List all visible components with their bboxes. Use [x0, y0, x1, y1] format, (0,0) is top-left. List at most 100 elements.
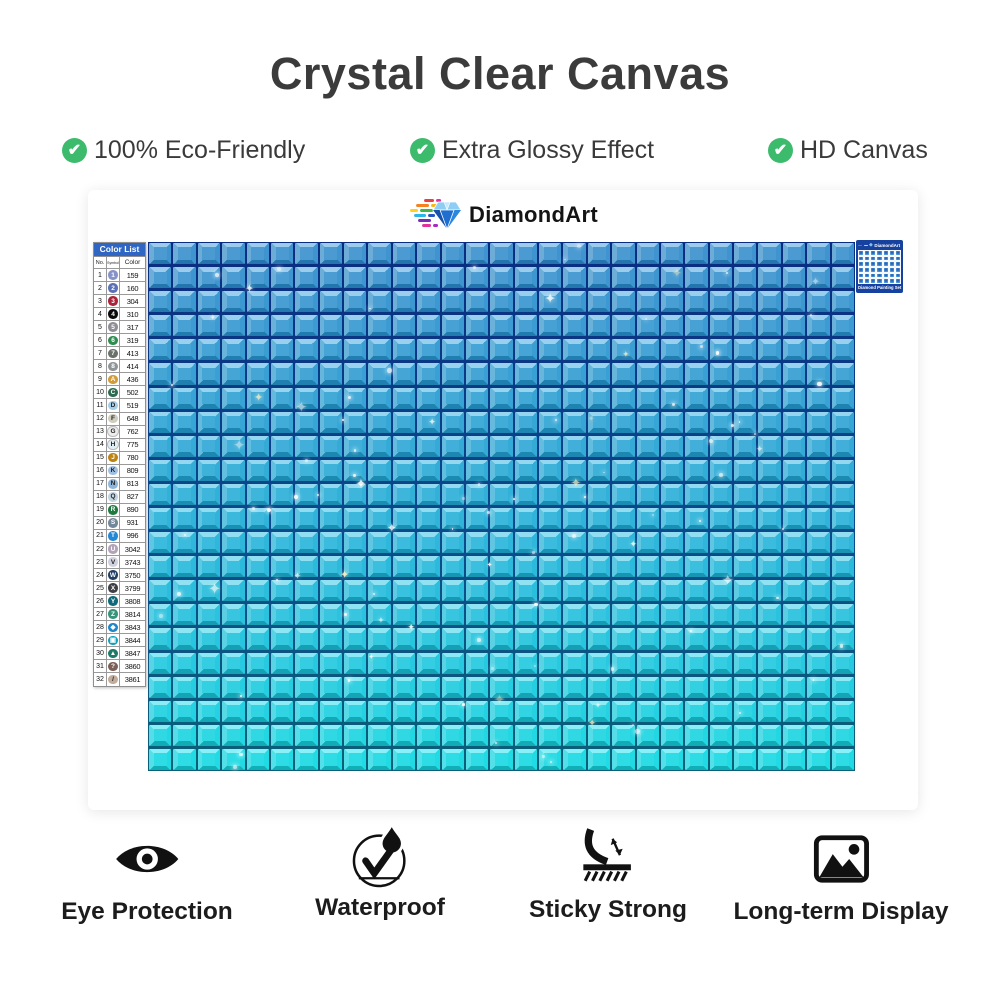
canvas-tile — [197, 748, 221, 770]
canvas-tile — [441, 556, 464, 578]
canvas-tile — [587, 411, 611, 433]
canvas-tile — [514, 363, 538, 385]
canvas-tile — [734, 532, 757, 554]
canvas-tile — [709, 411, 733, 433]
canvas-tile — [758, 724, 781, 746]
canvas-tile — [782, 724, 806, 746]
canvas-tile — [417, 676, 440, 698]
canvas-tile — [709, 459, 733, 481]
canvas-tile — [587, 748, 611, 770]
canvas-tile — [831, 580, 854, 602]
canvas-tile — [197, 339, 221, 361]
canvas-tile — [807, 628, 830, 650]
color-list-row: 7 7 413 — [94, 346, 145, 360]
canvas-tile — [368, 604, 391, 626]
canvas-tile — [344, 459, 367, 481]
canvas-tile — [685, 508, 708, 530]
canvas-tile — [807, 652, 830, 674]
canvas-tile — [222, 291, 245, 313]
canvas-tile — [636, 483, 659, 505]
corner-grid-cell — [876, 278, 883, 284]
canvas-tile — [734, 676, 757, 698]
canvas-tile — [222, 435, 245, 457]
canvas-tile — [465, 748, 489, 770]
bottom-feature-long-term-display: Long-term Display — [733, 828, 949, 926]
canvas-tile — [660, 315, 684, 337]
canvas-tile — [660, 724, 684, 746]
canvas-tile — [685, 556, 708, 578]
canvas-tile — [685, 748, 708, 770]
canvas-tile — [539, 628, 562, 650]
corner-grid-cell — [864, 266, 871, 273]
canvas-tile — [246, 724, 269, 746]
canvas-tile — [490, 604, 513, 626]
corner-grid-cell — [870, 278, 877, 284]
canvas-tile — [782, 243, 806, 265]
canvas-tile — [539, 604, 562, 626]
canvas-tile — [539, 435, 562, 457]
canvas-tile — [149, 483, 172, 505]
canvas-tile — [173, 339, 196, 361]
canvas-tile — [636, 363, 659, 385]
canvas-tile — [709, 556, 733, 578]
canvas-tile — [197, 483, 221, 505]
canvas-tile — [831, 267, 854, 289]
canvas-tile — [149, 508, 172, 530]
corner-grid-cell — [882, 266, 889, 273]
canvas-tile — [173, 267, 196, 289]
canvas-tile — [490, 315, 513, 337]
canvas-tile — [344, 363, 367, 385]
canvas-tile — [344, 315, 367, 337]
canvas-tile — [246, 748, 269, 770]
canvas-tile — [660, 435, 684, 457]
canvas-tile — [173, 556, 196, 578]
canvas-tile — [270, 748, 294, 770]
canvas-tile — [246, 243, 269, 265]
canvas-tile — [758, 339, 781, 361]
color-list-row: 4 4 310 — [94, 307, 145, 321]
canvas-tile — [246, 483, 269, 505]
canvas-tile — [222, 652, 245, 674]
canvas-tile — [685, 411, 708, 433]
corner-grid-cell — [858, 255, 865, 262]
corner-brand: DiamondArt — [874, 243, 901, 248]
canvas-tile — [368, 700, 391, 722]
canvas-tile — [173, 459, 196, 481]
canvas-tile — [807, 676, 830, 698]
color-list-row: 12 F 648 — [94, 411, 145, 425]
canvas-tile — [734, 628, 757, 650]
canvas-tile — [368, 387, 391, 409]
canvas-tile — [709, 387, 733, 409]
eye-icon — [113, 828, 181, 890]
canvas-tile — [149, 628, 172, 650]
canvas-tile — [807, 556, 830, 578]
canvas-tile — [758, 315, 781, 337]
check-icon: ✔ — [62, 137, 87, 163]
canvas-tile — [612, 532, 635, 554]
color-list-row: 16 K 809 — [94, 463, 145, 477]
canvas-tile — [149, 411, 172, 433]
canvas-tile — [807, 387, 830, 409]
canvas-tile — [392, 483, 416, 505]
color-list-row: 27 Z 3814 — [94, 607, 145, 621]
canvas-tile — [685, 580, 708, 602]
canvas-tile — [563, 363, 586, 385]
corner-grid-cell — [888, 278, 895, 284]
feature-label: Extra Glossy Effect — [442, 135, 655, 164]
canvas-tile — [344, 604, 367, 626]
canvas-tile — [441, 243, 464, 265]
canvas-tile — [587, 243, 611, 265]
diamond-canvas — [148, 242, 855, 771]
canvas-tile — [149, 459, 172, 481]
canvas-tile — [831, 556, 854, 578]
canvas-tile — [319, 724, 343, 746]
canvas-tile — [490, 363, 513, 385]
canvas-tile — [612, 387, 635, 409]
canvas-tile — [222, 532, 245, 554]
canvas-tile — [149, 724, 172, 746]
canvas-tile — [173, 387, 196, 409]
canvas-tile — [465, 652, 489, 674]
canvas-tile — [368, 508, 391, 530]
canvas-tile — [270, 724, 294, 746]
canvas-tile — [612, 339, 635, 361]
